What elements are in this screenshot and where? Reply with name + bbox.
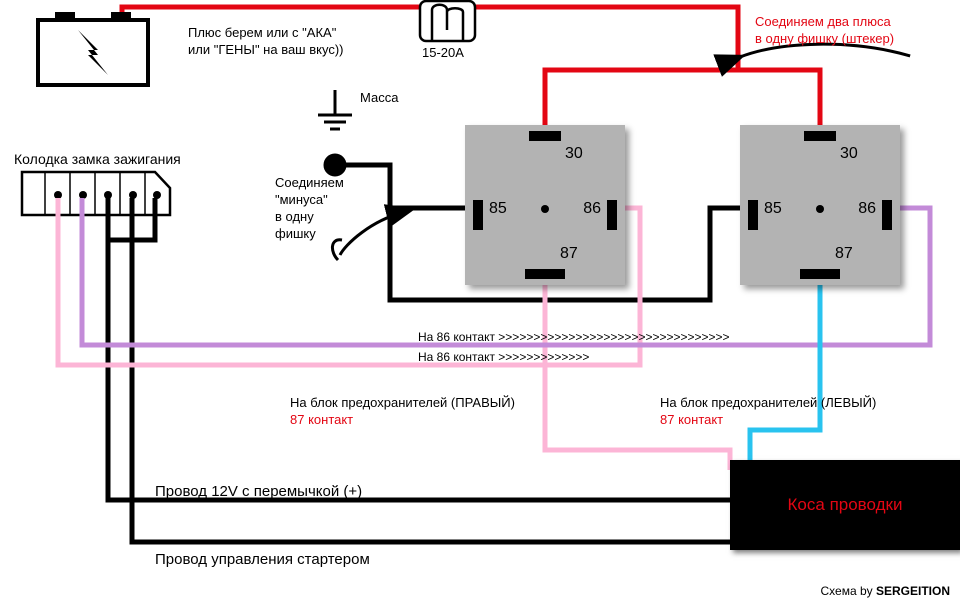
label-starter-wire: Провод управления стартером (155, 550, 370, 570)
relay-pin-85: 85 (489, 200, 507, 218)
wiring-harness-box: Коса проводки (730, 460, 960, 550)
label-join-minus: Соединяем"минуса"в однуфишку (275, 175, 355, 243)
relay-pin-86: 86 (583, 200, 601, 218)
label-to86-right: На 86 контакт >>>>>>>>>>>>>>>>>>>>>>>>>>… (418, 330, 730, 346)
label-to86-left: На 86 контакт >>>>>>>>>>>>> (418, 350, 589, 366)
relay-pin-30: 30 (565, 145, 583, 163)
label-mass: Масса (360, 90, 398, 107)
relay-pin-30: 30 (840, 145, 858, 163)
wire-cyan-87 (750, 280, 820, 470)
label-fuse-left-a: На блок предохранителей (ЛЕВЫЙ) (660, 395, 876, 412)
label-fuse-right-a: На блок предохранителей (ПРАВЫЙ) (290, 395, 515, 412)
relay-pin-85: 85 (764, 200, 782, 218)
label-fuse-right-b: 87 контакт (290, 412, 353, 429)
battery-icon (38, 12, 148, 85)
fuse-icon (420, 1, 475, 41)
arrow-curl (332, 240, 342, 260)
label-12v-wire: Провод 12V с перемычкой (+) (155, 482, 362, 502)
ignition-connector (22, 172, 170, 215)
relay-pin-86: 86 (858, 200, 876, 218)
harness-label: Коса проводки (788, 495, 903, 515)
label-ignition-block: Колодка замка зажигания (14, 150, 181, 168)
relay-left: 30 85 86 87 (465, 125, 625, 285)
label-credit: Схема by SERGEITION (821, 584, 951, 600)
label-battery-note: Плюс берем или с "АКА"или "ГЕНЫ" на ваш … (188, 25, 388, 59)
relay-right: 30 85 86 87 (740, 125, 900, 285)
relay-pin-87: 87 (560, 245, 578, 263)
ground-icon (318, 90, 352, 129)
label-join-plus: Соединяем два плюсав одну фишку (штекер) (755, 14, 955, 48)
label-fuse-left-b: 87 контакт (660, 412, 723, 429)
label-fuse: 15-20A (422, 45, 464, 62)
relay-pin-87: 87 (835, 245, 853, 263)
